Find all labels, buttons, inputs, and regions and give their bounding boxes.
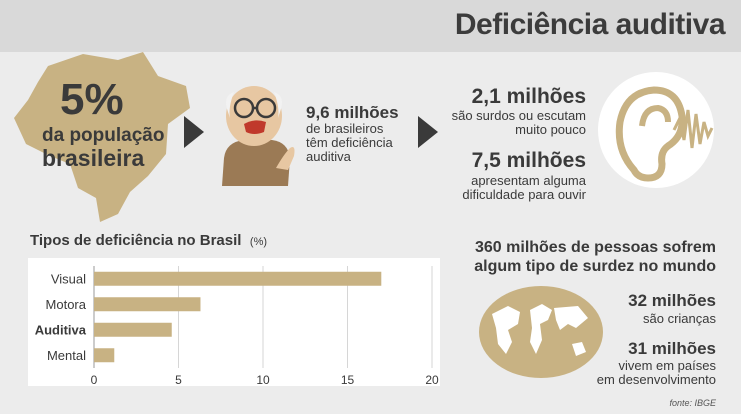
people-line2: têm deficiência bbox=[306, 135, 393, 150]
title-bar bbox=[0, 0, 741, 52]
chart-title: Tipos de deficiência no Brasil bbox=[30, 232, 242, 249]
people-line1: de brasileiros bbox=[306, 121, 384, 136]
x-tick-label: 0 bbox=[91, 373, 98, 387]
difficulty-line2: dificuldade para ouvir bbox=[462, 187, 586, 202]
bar-visual bbox=[94, 271, 382, 286]
bar-motora bbox=[94, 297, 201, 312]
x-tick-label: 10 bbox=[256, 373, 270, 387]
population-percent: 5% bbox=[60, 75, 124, 124]
difficulty-value: 7,5 milhões bbox=[471, 149, 586, 172]
bar-mental bbox=[94, 348, 115, 363]
category-label: Visual bbox=[51, 271, 86, 286]
world-heading-line1: 360 milhões de pessoas sofrem bbox=[475, 239, 716, 256]
developing-value: 31 milhões bbox=[628, 339, 716, 358]
world-heading-line2: algum tipo de surdez no mundo bbox=[474, 258, 716, 275]
developing-line1: vivem em países bbox=[618, 358, 716, 373]
deaf-value: 2,1 milhões bbox=[471, 85, 586, 108]
brazil-map-icon bbox=[14, 52, 190, 222]
arrow-right-icon bbox=[184, 116, 204, 148]
people-line3: auditiva bbox=[306, 149, 351, 164]
elderly-man-icon bbox=[222, 86, 295, 186]
page-title: Deficiência auditiva bbox=[454, 8, 726, 41]
difficulty-line1: apresentam alguma bbox=[471, 173, 586, 188]
deaf-line2: muito pouco bbox=[515, 122, 586, 137]
source-note: fonte: IBGE bbox=[669, 398, 716, 408]
x-tick-label: 20 bbox=[425, 373, 439, 387]
arrow-right-icon bbox=[418, 116, 438, 148]
category-label: Motora bbox=[46, 297, 87, 312]
category-label: Auditiva bbox=[35, 322, 87, 337]
deaf-line1: são surdos ou escutam bbox=[451, 108, 586, 123]
people-value: 9,6 milhões bbox=[306, 103, 399, 122]
world-map-icon bbox=[479, 286, 603, 378]
ear-soundwave-icon bbox=[598, 72, 714, 188]
x-tick-label: 15 bbox=[341, 373, 355, 387]
chart-unit: (%) bbox=[249, 236, 268, 248]
population-label-line2: brasileira bbox=[42, 145, 145, 171]
chart-title-wrap: Tipos de deficiência no Brasil (%) bbox=[30, 232, 267, 250]
x-tick-label: 5 bbox=[175, 373, 182, 387]
children-label: são crianças bbox=[643, 311, 716, 326]
bar-auditiva bbox=[94, 322, 172, 337]
category-label: Mental bbox=[47, 348, 86, 363]
children-value: 32 milhões bbox=[628, 291, 716, 310]
developing-line2: em desenvolvimento bbox=[596, 372, 716, 387]
population-label-line1: da população bbox=[42, 125, 165, 146]
